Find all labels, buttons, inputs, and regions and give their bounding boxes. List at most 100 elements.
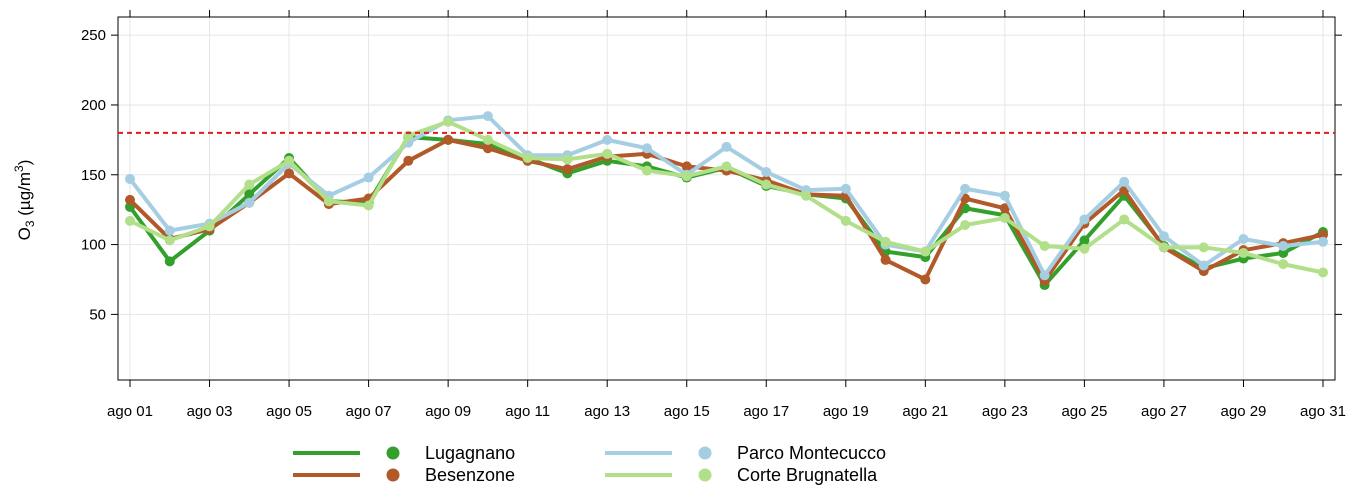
x-tick-label: ago 05 xyxy=(266,403,312,420)
data-point xyxy=(1079,243,1090,254)
x-tick-label: ago 15 xyxy=(664,403,710,420)
data-point xyxy=(1318,267,1328,278)
data-point xyxy=(244,179,255,190)
data-point xyxy=(1079,235,1090,246)
data-point xyxy=(721,161,732,172)
x-tick-label: ago 25 xyxy=(1061,403,1107,420)
x-tick-label: ago 29 xyxy=(1221,403,1267,420)
y-label-part: 3 xyxy=(23,220,37,227)
data-point xyxy=(1158,231,1169,242)
y-tick-label: 150 xyxy=(81,167,106,184)
y-label-part: 3 xyxy=(12,165,26,172)
data-point xyxy=(1119,214,1130,225)
data-point xyxy=(482,143,493,154)
legend-marker xyxy=(386,446,400,460)
data-point xyxy=(164,225,175,236)
data-point xyxy=(522,153,533,164)
data-point xyxy=(125,215,135,226)
x-tick-label: ago 13 xyxy=(584,403,630,420)
legend-marker xyxy=(386,468,400,482)
x-tick-label: ago 03 xyxy=(187,403,233,420)
data-point xyxy=(840,183,851,194)
data-point xyxy=(284,155,295,166)
data-point xyxy=(641,165,652,176)
data-point xyxy=(1039,240,1050,251)
data-point xyxy=(1158,242,1169,253)
data-point xyxy=(562,164,573,175)
data-point xyxy=(960,183,971,194)
x-tick-label: ago 19 xyxy=(823,403,869,420)
x-tick-label: ago 07 xyxy=(346,403,392,420)
data-point xyxy=(761,179,772,190)
x-tick-label: ago 11 xyxy=(505,403,550,420)
data-point xyxy=(761,166,772,177)
data-point xyxy=(244,197,255,208)
data-point xyxy=(164,235,175,246)
legend-label: Corte Brugnatella xyxy=(737,465,878,485)
data-point xyxy=(125,173,135,184)
y-tick-label: 50 xyxy=(89,306,106,323)
data-point xyxy=(1278,240,1289,251)
x-tick-label: ago 23 xyxy=(982,403,1028,420)
data-point xyxy=(125,194,135,205)
data-point xyxy=(801,190,812,201)
data-point xyxy=(1119,176,1130,187)
data-point xyxy=(244,189,255,200)
series-line xyxy=(128,114,1324,278)
legend-marker xyxy=(698,468,712,482)
data-point xyxy=(999,213,1010,224)
data-point xyxy=(1278,247,1289,258)
data-point xyxy=(721,141,732,152)
data-point xyxy=(562,154,573,165)
y-label-part: ) xyxy=(15,160,34,166)
data-point xyxy=(443,134,454,145)
legend-label: Besenzone xyxy=(425,465,515,485)
data-point xyxy=(1318,229,1328,240)
data-point xyxy=(1318,236,1328,247)
legend-label: Parco Montecucco xyxy=(737,443,886,463)
data-point xyxy=(403,155,414,166)
y-tick-label: 100 xyxy=(81,237,106,254)
data-point xyxy=(1278,259,1289,270)
data-point xyxy=(1198,242,1209,253)
plot-frame xyxy=(117,16,1336,381)
data-point xyxy=(999,190,1010,201)
legend-label: Lugagnano xyxy=(425,443,515,463)
data-point xyxy=(602,148,613,159)
data-point xyxy=(363,200,374,211)
data-point xyxy=(681,171,692,182)
data-point xyxy=(482,111,493,122)
data-point xyxy=(1198,260,1209,271)
data-point xyxy=(960,220,971,231)
data-point xyxy=(323,196,334,207)
y-tick-label: 250 xyxy=(81,27,106,44)
y-axis-label: O3 (µg/m3) xyxy=(12,160,37,241)
data-point xyxy=(1238,233,1249,244)
x-tick-label: ago 01 xyxy=(107,403,153,420)
data-point xyxy=(681,161,692,172)
data-point xyxy=(204,221,215,232)
data-point xyxy=(641,143,652,154)
y-tick-label: 200 xyxy=(81,97,106,114)
x-tick-label: ago 17 xyxy=(743,403,789,420)
data-point xyxy=(920,274,931,285)
x-tick-label: ago 21 xyxy=(902,403,948,420)
data-point xyxy=(880,236,891,247)
data-point xyxy=(880,254,891,265)
data-point xyxy=(840,215,851,226)
x-tick-label: ago 31 xyxy=(1300,403,1346,420)
data-point xyxy=(1238,247,1249,258)
legend-marker xyxy=(698,446,712,460)
y-label-part: O xyxy=(15,227,34,240)
data-point xyxy=(164,256,175,267)
x-tick-label: ago 09 xyxy=(425,403,471,420)
data-point xyxy=(920,246,931,257)
data-point xyxy=(999,203,1010,214)
data-point xyxy=(284,168,295,179)
data-point xyxy=(1079,214,1090,225)
data-point xyxy=(1039,270,1050,281)
data-point xyxy=(443,116,454,127)
data-point xyxy=(602,134,613,145)
data-point xyxy=(482,134,493,145)
